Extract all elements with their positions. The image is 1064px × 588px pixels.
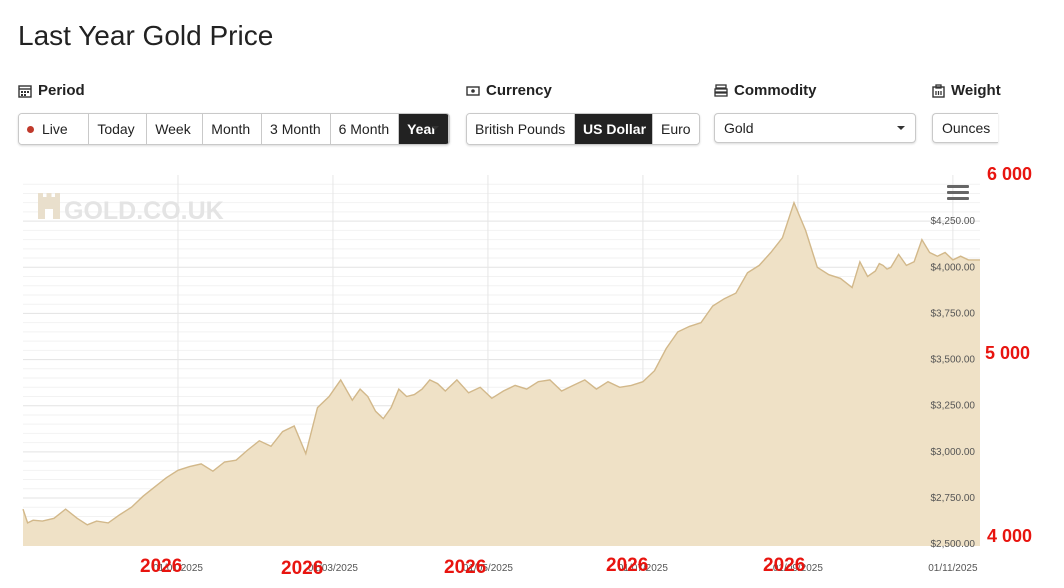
period-6month-label: 6 Month: [338, 121, 390, 137]
x-axis-ticks: 01/01/2025 01/03/2025 01/05/2025 01/07/2025…: [153, 563, 978, 574]
y-tick-label: $3,250.00: [931, 401, 976, 412]
overlay-x-label: 2026: [140, 556, 183, 577]
period-live-button[interactable]: Live: [19, 114, 90, 144]
price-line: [22, 200, 980, 526]
x-tick-label: 01/03/2025: [308, 563, 358, 574]
y-tick-label: $2,750.00: [931, 493, 976, 504]
y-tick-label: $4,250.00: [931, 216, 976, 227]
currency-usd-label: US Dollar: [583, 121, 647, 137]
chart-menu-icon[interactable]: [947, 185, 969, 200]
weight-label: Weight: [932, 82, 1001, 99]
period-label: Period: [18, 82, 85, 99]
calendar-icon: [18, 84, 32, 98]
period-3month-button[interactable]: 3 Month: [262, 114, 331, 144]
price-area: [23, 202, 980, 546]
y-tick-label: $3,500.00: [931, 355, 976, 366]
overlay-x-label: 2026: [606, 555, 649, 576]
overlay-y-label: 6 000: [987, 164, 1033, 184]
period-label-text: Period: [38, 82, 85, 99]
x-tick-label: 01/09/2025: [773, 563, 823, 574]
x-tick-label: 01/07/2025: [618, 563, 668, 574]
money-icon: [466, 85, 480, 96]
commodity-label: Commodity: [714, 82, 817, 99]
chevron-down-icon: [897, 126, 905, 130]
page-title: Last Year Gold Price: [18, 20, 274, 51]
overlay-x-label: 2026: [281, 558, 324, 579]
period-month-label: Month: [211, 121, 251, 137]
gold-price-chart: GOLD.CO.UK $2,500.00 $2,750.00 $3,000.00 $3…: [0, 164, 1064, 583]
period-6month-button[interactable]: 6 Month: [330, 114, 400, 144]
y-tick-label: $2,500.00: [931, 539, 976, 550]
currency-label: Currency: [466, 82, 552, 99]
overlay-y-label: 5 000: [985, 343, 1031, 363]
live-indicator-icon: [27, 125, 34, 133]
overlay-x-label: 2026: [763, 555, 806, 576]
period-live-label: Live: [42, 121, 68, 137]
period-month-button[interactable]: Month: [203, 114, 263, 144]
period-selector: Live Today Week Month 3 Month 6 Month Ye…: [18, 113, 450, 145]
period-today-label: Today: [97, 121, 135, 137]
overlay-x-label: 2026: [444, 557, 487, 578]
weight-value: Ounces: [942, 120, 991, 136]
period-3month-label: 3 Month: [270, 121, 321, 137]
currency-label-text: Currency: [486, 82, 552, 99]
overlay-y-label: 4 000: [987, 526, 1033, 546]
castle-icon: [38, 193, 60, 219]
currency-usd-button[interactable]: US Dollar: [575, 114, 653, 144]
x-tick-label: 01/01/2025: [153, 563, 203, 574]
gold-bars-icon: [714, 84, 728, 97]
y-tick-label: $3,000.00: [931, 447, 976, 458]
weight-select[interactable]: Ounces: [932, 113, 998, 143]
period-today-button[interactable]: Today: [89, 114, 148, 144]
commodity-select[interactable]: Gold: [714, 113, 916, 143]
period-week-button[interactable]: Week: [147, 114, 204, 144]
watermark-text: GOLD.CO.UK: [64, 197, 224, 225]
commodity-label-text: Commodity: [734, 82, 817, 99]
x-tick-label: 01/05/2025: [463, 563, 513, 574]
chevron-down-icon: [430, 126, 439, 130]
x-tick-label: 01/11/2025: [928, 563, 978, 574]
scale-icon: [932, 83, 945, 98]
y-tick-label: $3,750.00: [931, 308, 976, 319]
currency-eur-label: Euro: [661, 121, 691, 137]
period-week-label: Week: [155, 121, 191, 137]
y-axis-ticks: $2,500.00 $2,750.00 $3,000.00 $3,250.00 $3,5…: [931, 216, 976, 550]
currency-eur-button[interactable]: Euro: [653, 114, 699, 144]
currency-gbp-button[interactable]: British Pounds: [467, 114, 575, 144]
commodity-value: Gold: [724, 120, 754, 136]
period-year-button[interactable]: Year: [399, 114, 449, 144]
chart-svg: GOLD.CO.UK $2,500.00 $2,750.00 $3,000.00 $3…: [22, 175, 980, 574]
y-tick-label: $4,000.00: [931, 262, 976, 273]
period-year-label: Year: [407, 121, 437, 137]
currency-gbp-label: British Pounds: [475, 121, 566, 137]
weight-label-text: Weight: [951, 82, 1001, 99]
watermark-logo: GOLD.CO.UK: [38, 193, 224, 225]
currency-selector: British Pounds US Dollar Euro: [466, 113, 700, 145]
